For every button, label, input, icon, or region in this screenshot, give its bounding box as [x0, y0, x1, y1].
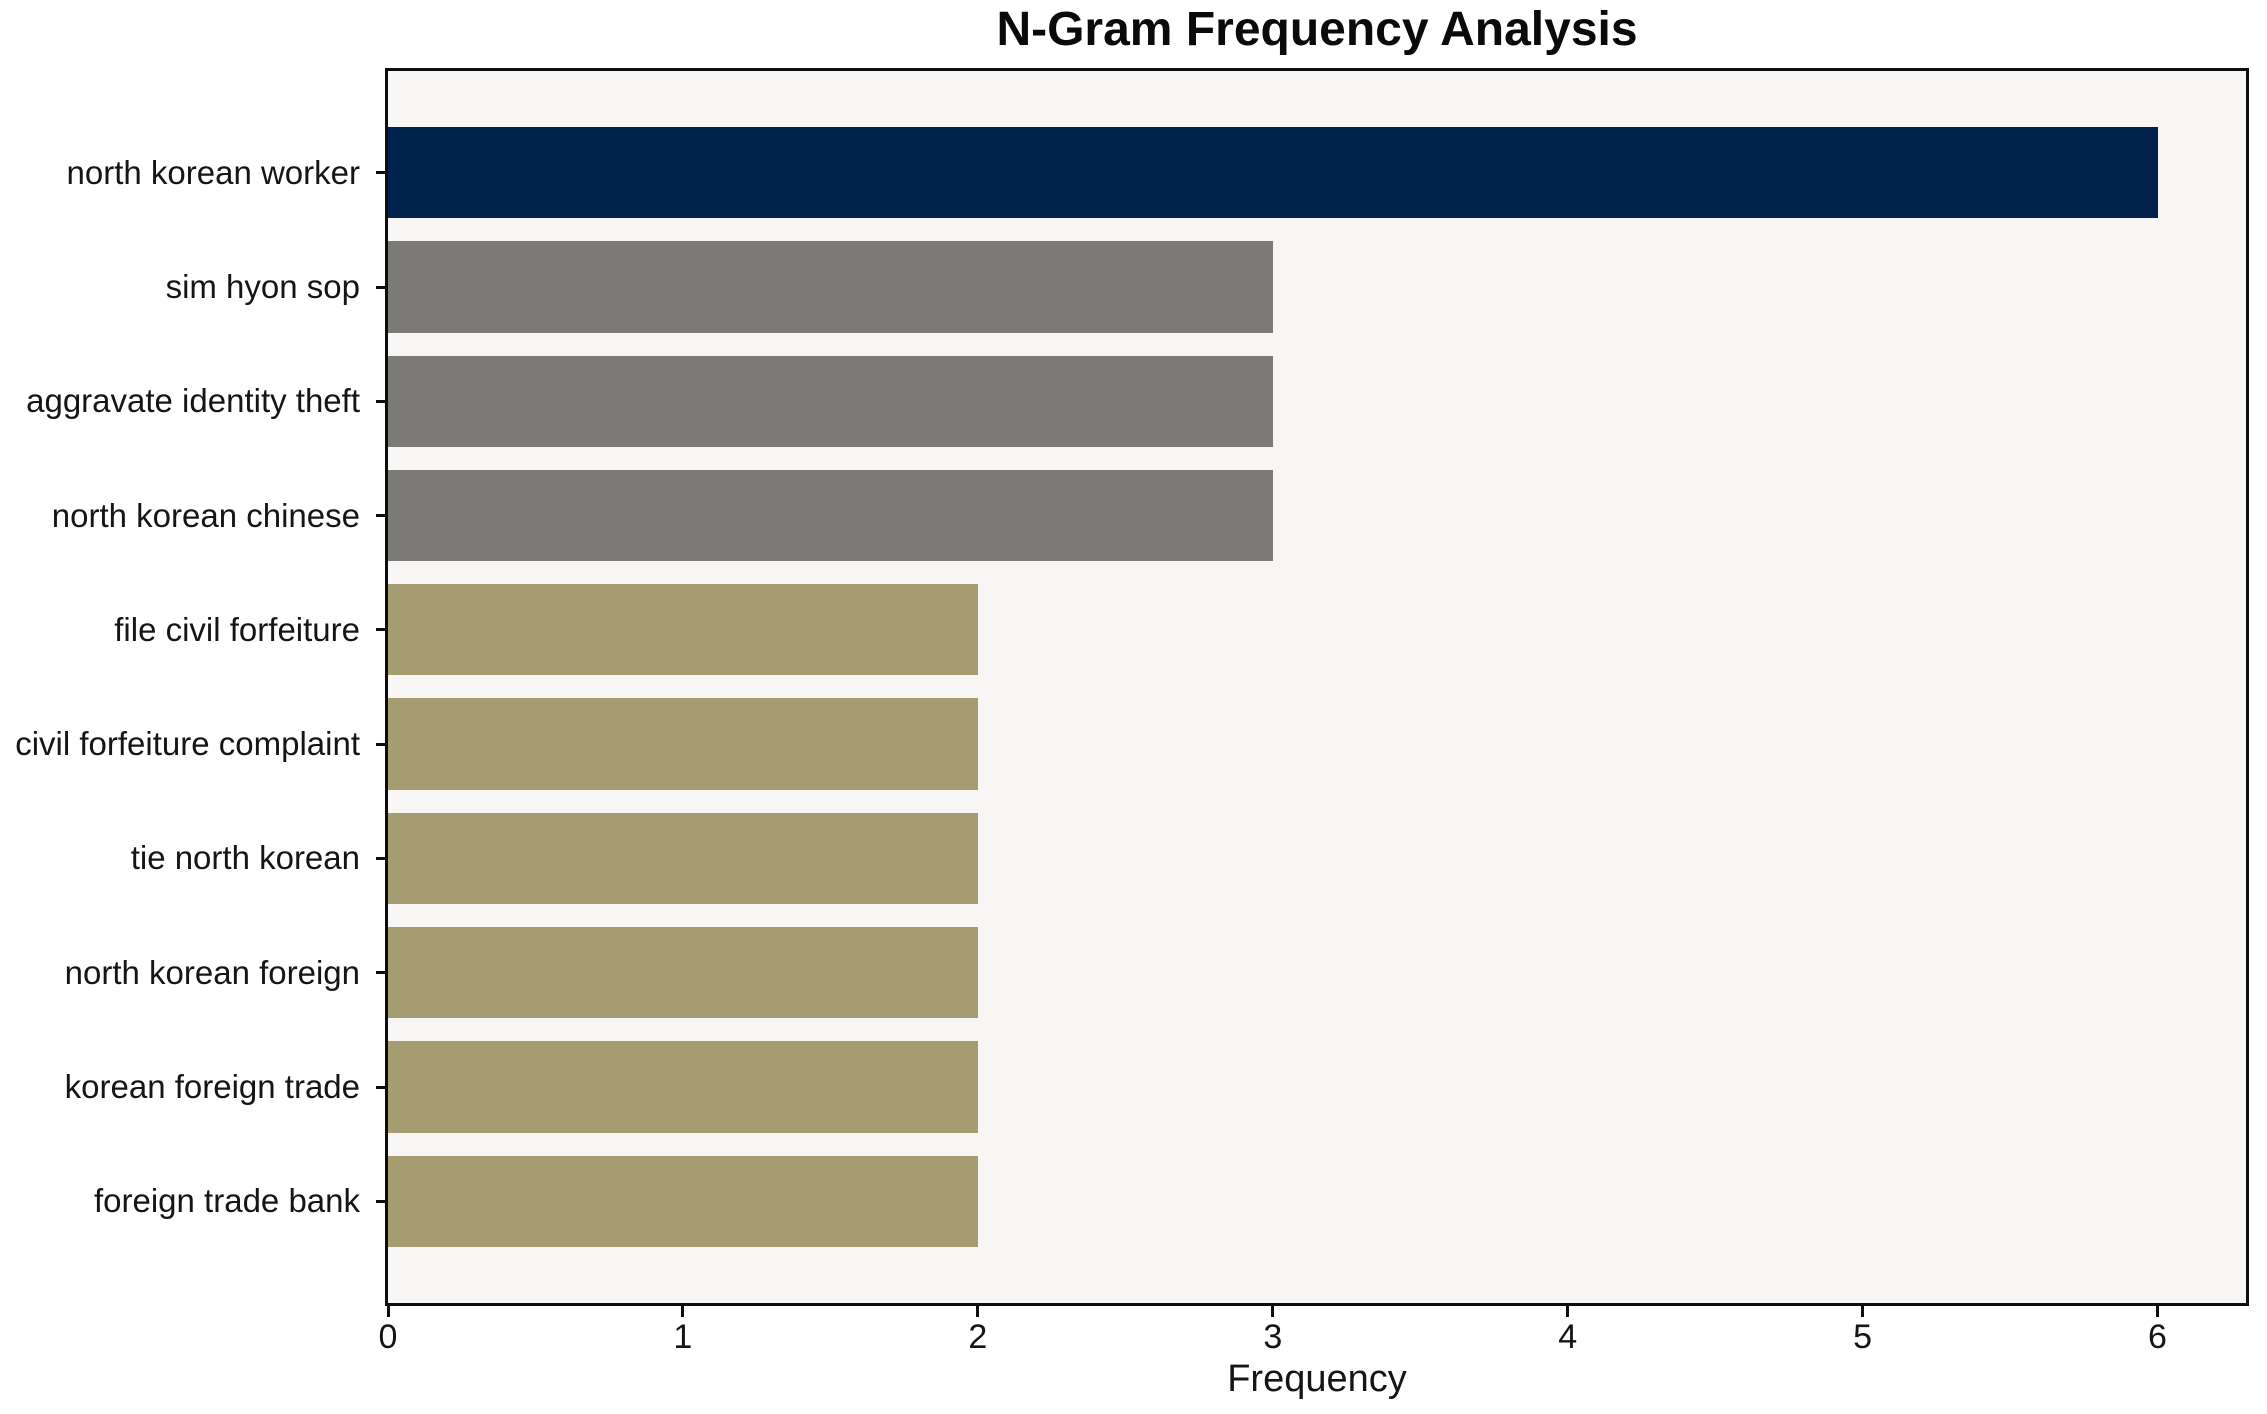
y-tick-label: civil forfeiture complaint [15, 725, 360, 763]
y-tick-mark [376, 856, 388, 860]
bar [388, 584, 978, 676]
bar [388, 698, 978, 790]
y-tick-label: aggravate identity theft [26, 382, 360, 420]
y-tick-label: north korean foreign [64, 953, 360, 991]
x-tick-mark [681, 1303, 685, 1317]
x-tick-label: 2 [968, 1318, 988, 1356]
x-tick-label: 0 [378, 1318, 398, 1356]
y-tick-label: korean foreign trade [64, 1068, 360, 1105]
y-tick-mark [376, 514, 388, 518]
x-tick-label: 1 [673, 1318, 693, 1356]
x-tick-mark [1566, 1303, 1570, 1317]
y-tick-label: north korean worker [66, 153, 360, 191]
bar [388, 927, 978, 1019]
x-axis-label: Frequency [1227, 1358, 1407, 1400]
y-tick-mark [376, 971, 388, 975]
x-tick-mark [1861, 1303, 1865, 1317]
bar [388, 1155, 978, 1247]
plot-area [388, 71, 2246, 1303]
x-tick-label: 6 [2148, 1318, 2167, 1356]
bar [388, 241, 1273, 333]
bar [388, 812, 978, 905]
y-tick-mark [376, 399, 388, 403]
y-tick-label: north korean chinese [51, 496, 360, 534]
x-tick-label: 4 [1558, 1318, 1578, 1356]
x-tick-label: 3 [1263, 1318, 1283, 1356]
y-tick-label: foreign trade bank [93, 1182, 360, 1220]
y-tick-label: file civil forfeiture [114, 610, 360, 648]
y-tick-label: sim hyon sop [165, 268, 360, 305]
bar [388, 469, 1273, 562]
x-tick-mark [1271, 1303, 1275, 1317]
y-tick-mark [376, 171, 388, 175]
y-tick-mark [376, 1199, 388, 1203]
x-tick-mark [976, 1303, 980, 1317]
y-tick-mark [376, 285, 388, 289]
y-tick-mark [376, 1085, 388, 1089]
y-tick-mark [376, 628, 388, 632]
x-tick-mark [386, 1303, 390, 1317]
chart-title: N-Gram Frequency Analysis [996, 3, 1638, 56]
x-tick-mark [2156, 1303, 2159, 1317]
bar [388, 127, 2158, 219]
bar [388, 1041, 978, 1133]
bar [388, 355, 1273, 447]
y-tick-mark [376, 742, 388, 746]
y-tick-label: tie north korean [130, 839, 360, 877]
x-tick-label: 5 [1853, 1318, 1873, 1356]
